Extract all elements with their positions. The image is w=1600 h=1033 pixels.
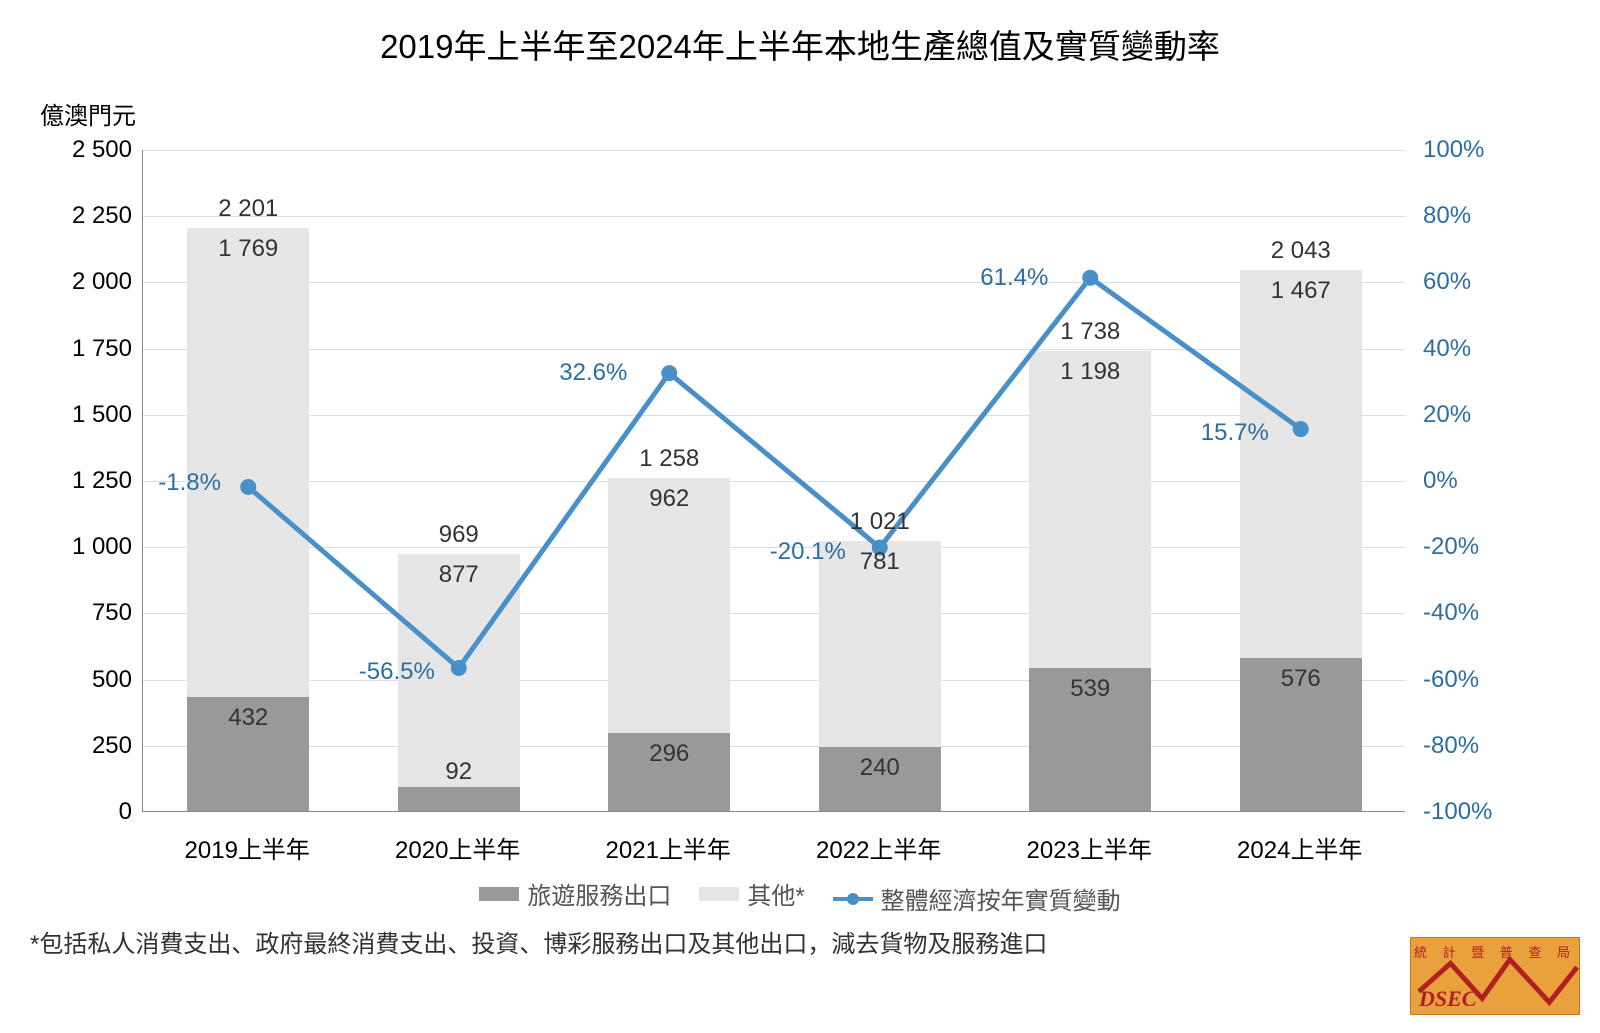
footnote: *包括私人消費支出、政府最終消費支出、投資、博彩服務出口及其他出口，減去貨物及服… [30,924,1047,959]
y-left-tick: 2 250 [42,202,132,230]
y-right-tick: -60% [1423,666,1479,694]
y-left-tick: 1 750 [42,335,132,363]
bar-total-value: 969 [398,521,520,549]
line-value-label: -56.5% [359,658,435,686]
bar-tourism-value: 432 [187,704,309,732]
y-right-tick: 80% [1423,202,1471,230]
line-value-label: 15.7% [1201,419,1269,447]
bar-other-value: 962 [608,485,730,513]
legend-line-icon [833,897,873,901]
y-right-tick: -80% [1423,732,1479,760]
y-left-tick: 1 500 [42,401,132,429]
y-left-axis-label: 億澳門元 [40,96,136,131]
gdp-chart: 2019年上半年至2024年上半年本地生產總值及實質變動率 億澳門元 432 1 … [0,0,1600,1033]
line-marker [661,365,677,381]
y-right-tick: 100% [1423,136,1484,164]
y-left-tick: 2 500 [42,136,132,164]
bar-tourism-value: 539 [1029,675,1151,703]
logo-text: DSEC [1419,986,1476,1012]
y-left-tick: 500 [42,666,132,694]
x-tick: 2023上半年 [984,830,1195,865]
x-tick: 2022上半年 [774,830,985,865]
y-left-tick: 250 [42,732,132,760]
y-right-tick: -20% [1423,533,1479,561]
legend: 旅遊服務出口 其他* 整體經濟按年實質變動 [0,876,1600,916]
legend-swatch [479,887,519,901]
line-marker [240,479,256,495]
legend-swatch [699,887,739,901]
y-left-tick: 1 000 [42,533,132,561]
bar-other-value: 877 [398,561,520,589]
line-value-label: 61.4% [980,264,1048,292]
legend-label: 旅遊服務出口 [527,876,671,911]
bar-tourism-value: 296 [608,740,730,768]
bar-total-value: 1 258 [608,445,730,473]
bar-total-value: 1 738 [1029,318,1151,346]
line-value-label: -1.8% [158,469,221,497]
legend-item: 整體經濟按年實質變動 [833,881,1121,916]
y-right-tick: 0% [1423,467,1458,495]
line-value-label: 32.6% [559,359,627,387]
legend-label: 其他* [747,876,804,911]
line-marker [451,660,467,676]
y-left-tick: 1 250 [42,467,132,495]
plot-area: 4321 7692 201928779692969621 2582407811 … [142,150,1405,812]
line-marker [1082,270,1098,286]
y-left-tick: 750 [42,599,132,627]
chart-title: 2019年上半年至2024年上半年本地生產總值及實質變動率 [0,20,1600,68]
x-tick: 2020上半年 [353,830,564,865]
y-right-tick: -40% [1423,599,1479,627]
dsec-logo: 統 計 暨 普 查 局 DSEC [1410,937,1580,1015]
y-right-tick: 40% [1423,335,1471,363]
legend-item: 旅遊服務出口 [479,876,671,911]
x-tick: 2021上半年 [563,830,774,865]
y-right-tick: -100% [1423,798,1492,826]
line-marker [1293,421,1309,437]
x-tick: 2024上半年 [1195,830,1406,865]
y-right-tick: 60% [1423,268,1471,296]
bar-other-value: 1 769 [187,235,309,263]
bar-total-value: 1 021 [819,508,941,536]
legend-item: 其他* [699,876,804,911]
bar-other-value: 1 198 [1029,358,1151,386]
legend-label: 整體經濟按年實質變動 [881,881,1121,916]
y-right-tick: 20% [1423,401,1471,429]
line-value-label: -20.1% [770,538,846,566]
bar-tourism-value: 92 [398,758,520,786]
bar-total-value: 2 201 [187,195,309,223]
y-left-tick: 2 000 [42,268,132,296]
y-left-tick: 0 [42,798,132,826]
bar-tourism-value: 576 [1240,665,1362,693]
bar-total-value: 2 043 [1240,237,1362,265]
bar-tourism-value: 240 [819,754,941,782]
x-tick: 2019上半年 [142,830,353,865]
line-series [143,150,1405,811]
bar-other-value: 1 467 [1240,277,1362,305]
